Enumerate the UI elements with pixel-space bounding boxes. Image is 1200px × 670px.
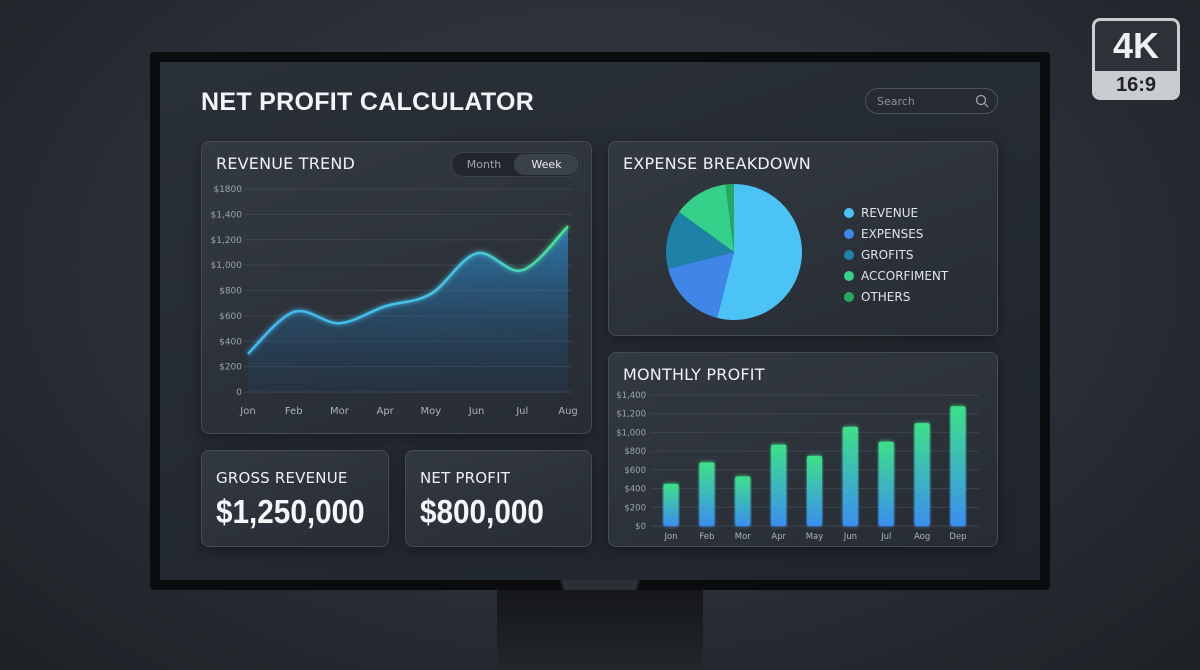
y-tick-label: $0: [635, 522, 646, 532]
legend-item: REVENUE: [844, 202, 948, 223]
y-tick-label: $600: [219, 312, 242, 322]
net-profit-card: NET PROFIT $800,000: [405, 450, 592, 547]
monthly-profit-chart: $0 $200 $400 $600 $800 $1,000 $1,200 $1,400 Jon F…: [616, 391, 979, 542]
x-tick-label: Feb: [699, 532, 714, 542]
profit-bar: [771, 444, 787, 526]
x-tick-label: Apr: [771, 532, 786, 542]
x-tick-label: Feb: [285, 406, 303, 417]
legend-label: ACCORFIMENT: [861, 268, 949, 283]
y-tick-label: $200: [219, 363, 242, 373]
x-tick-label: Jon: [239, 406, 255, 417]
x-tick-label: Dep: [949, 532, 966, 542]
x-tick-label: Jul: [880, 532, 891, 542]
y-tick-label: $1800: [213, 185, 242, 195]
legend-dot-icon: [844, 270, 854, 281]
profit-bar: [950, 406, 966, 526]
legend-label: REVENUE: [861, 205, 919, 220]
page-title: NET PROFIT CALCULATOR: [201, 88, 535, 116]
toggle-month[interactable]: Month: [466, 158, 502, 171]
card-label: NET PROFIT: [420, 469, 511, 487]
expense-breakdown-panel: EXPENSE BREAKDOWN REVENUE EXPENSES GROFITS…: [608, 141, 998, 336]
legend-dot-icon: [844, 207, 854, 218]
panel-title: REVENUE TREND: [216, 154, 356, 173]
x-tick-label: Jun: [468, 406, 485, 417]
panel-title: MONTHLY PROFIT: [623, 365, 765, 384]
legend-label: OTHERS: [861, 289, 911, 304]
search-input[interactable]: Search: [865, 88, 998, 114]
y-tick-label: $600: [624, 466, 646, 476]
x-tick-label: Jon: [663, 532, 677, 542]
x-tick-label: Moy: [421, 406, 442, 417]
toggle-week[interactable]: Week: [514, 154, 579, 175]
revenue-trend-chart: 0 $200 $400 $600 $800 $1,000 $1,200 $1,400 $1800…: [211, 185, 578, 417]
pie-slice-others: [725, 184, 734, 252]
x-tick-label: Apr: [376, 406, 394, 417]
profit-bar: [663, 483, 679, 526]
legend-dot-icon: [844, 249, 854, 260]
y-tick-label: $1,000: [211, 261, 243, 271]
x-tick-label: Jul: [515, 406, 528, 417]
y-tick-label: $200: [624, 503, 646, 513]
pie-slice-accorfiment: [678, 184, 734, 252]
profit-bar: [914, 423, 930, 526]
revenue-trend-panel: REVENUE TREND Month Week 0 $200 $400 $600 $8…: [201, 141, 592, 434]
area-fill: [248, 226, 568, 392]
y-tick-label: 0: [236, 388, 242, 398]
x-tick-label: Mor: [330, 406, 350, 417]
badge-ratio: 16:9: [1095, 71, 1177, 97]
legend-label: EXPENSES: [861, 226, 924, 241]
search-placeholder: Search: [877, 95, 915, 108]
pie-slice-revenue: [717, 184, 803, 320]
x-tick-label: Jun: [843, 532, 857, 542]
profit-bar: [735, 476, 751, 526]
card-value: $1,250,000: [216, 493, 365, 530]
pie-legend: REVENUE EXPENSES GROFITS ACCORFIMENT OTHERS: [844, 202, 948, 307]
profit-bar: [699, 462, 715, 526]
x-tick-label: Mor: [735, 532, 752, 542]
legend-item: EXPENSES: [844, 223, 948, 244]
gross-revenue-card: GROSS REVENUE $1,250,000: [201, 450, 389, 547]
legend-dot-icon: [844, 228, 854, 239]
profit-bar: [807, 455, 822, 526]
revenue-line: [247, 225, 569, 355]
y-tick-label: $400: [624, 485, 646, 495]
legend-item: OTHERS: [844, 286, 948, 307]
y-tick-label: $800: [624, 447, 646, 457]
expense-pie-chart: [666, 184, 803, 320]
card-label: GROSS REVENUE: [216, 469, 348, 487]
monthly-profit-panel: MONTHLY PROFIT $0 $200 $400 $600 $800 $1,000 $…: [608, 352, 998, 547]
y-tick-label: $1,000: [616, 428, 646, 438]
pie-slice-grofits: [666, 212, 734, 269]
x-tick-label: Aug: [558, 406, 578, 417]
y-tick-label: $800: [219, 287, 242, 297]
x-tick-label: Aog: [914, 532, 930, 542]
x-tick-label: May: [806, 532, 824, 542]
monitor-stand: [497, 590, 703, 670]
badge-resolution: 4K: [1112, 25, 1160, 66]
period-toggle: Month Week: [451, 152, 581, 177]
y-tick-label: $400: [219, 337, 242, 347]
pie-slice-expenses: [668, 252, 734, 318]
search-icon[interactable]: [975, 94, 989, 108]
legend-item: ACCORFIMENT: [844, 265, 948, 286]
legend-label: GROFITS: [861, 247, 914, 262]
y-tick-label: $1,200: [211, 236, 243, 246]
y-tick-label: $1,400: [211, 210, 243, 220]
profit-bar: [878, 441, 894, 526]
card-value: $800,000: [420, 493, 544, 530]
dashboard-screen: NET PROFIT CALCULATOR Search REVENUE TRE…: [160, 62, 1040, 580]
legend-item: GROFITS: [844, 244, 948, 265]
resolution-badge: 4K 16:9: [1092, 18, 1180, 100]
y-tick-label: $1,200: [616, 410, 646, 420]
profit-bar: [842, 426, 858, 526]
legend-dot-icon: [844, 291, 854, 302]
y-tick-label: $1,400: [616, 391, 646, 401]
panel-title: EXPENSE BREAKDOWN: [623, 154, 811, 173]
